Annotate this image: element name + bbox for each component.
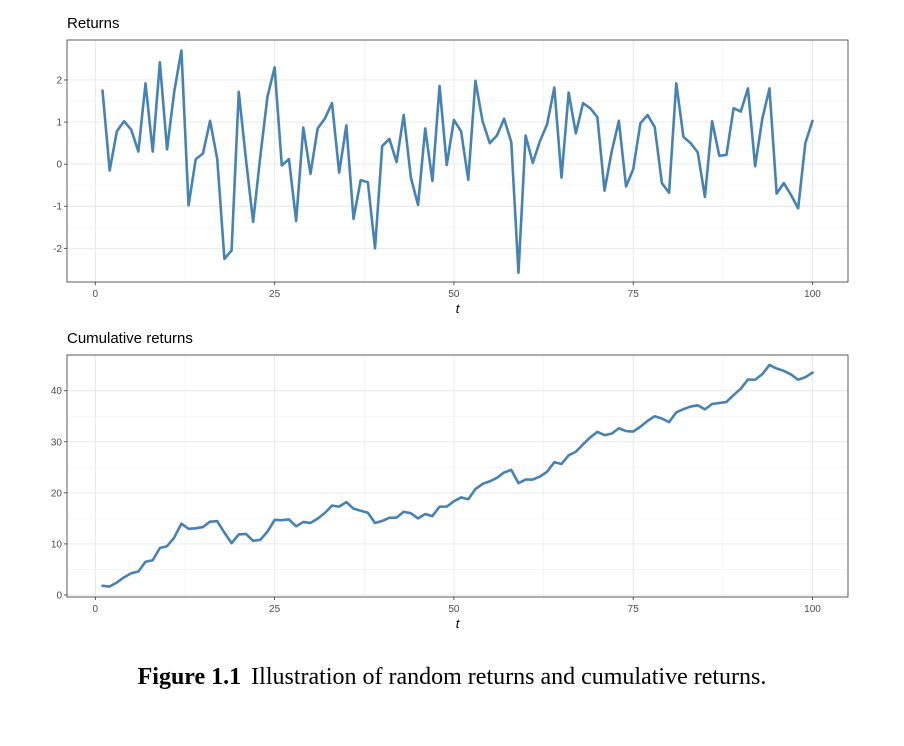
returns-series-line <box>101 49 814 275</box>
returns-x-tick-label: 100 <box>804 289 821 300</box>
returns-y-tick-label: -2 <box>53 244 62 255</box>
returns-y-tick-label: 0 <box>56 160 62 171</box>
cumulative-returns-x-tick-label: 50 <box>448 604 460 615</box>
cumulative-returns-plot-border <box>66 354 849 598</box>
returns-y-tick-label: 1 <box>56 118 62 129</box>
cumulative-returns-series-line <box>101 363 814 588</box>
cumulative-returns-x-tick-label: 0 <box>93 604 99 615</box>
returns-x-tick-label: 25 <box>269 289 281 300</box>
cumulative-returns-ticks: 0 25 50 75 100 0 10 20 30 40 <box>51 386 821 615</box>
returns-y-tick-label: 2 <box>56 75 62 86</box>
cumulative-returns-y-tick-label: 20 <box>51 488 63 499</box>
returns-plot-border <box>66 39 849 283</box>
returns-ticks: 0 25 50 75 100 -2 -1 0 1 2 <box>53 75 821 300</box>
cumulative-returns-y-tick-label: 10 <box>51 539 63 550</box>
cumulative-returns-x-tick-label: 75 <box>628 604 640 615</box>
cumulative-returns-title: Cumulative returns <box>67 330 193 347</box>
figure-caption: Figure 1.1 Illustration of random returns… <box>0 664 904 691</box>
returns-x-tick-label: 0 <box>93 289 99 300</box>
returns-panel: Returns 0 25 50 75 100 -2 -1 0 1 2 t <box>53 15 849 316</box>
cumulative-returns-x-axis-label: t <box>456 616 461 631</box>
cumulative-returns-y-tick-label: 0 <box>56 590 62 601</box>
returns-gridlines <box>67 40 848 282</box>
returns-x-tick-label: 75 <box>628 289 640 300</box>
cumulative-returns-panel: Cumulative returns 0 25 50 75 100 0 10 20 30 40 t <box>51 330 849 631</box>
returns-y-tick-label: -1 <box>53 202 62 213</box>
cumulative-returns-y-tick-label: 30 <box>51 437 63 448</box>
returns-x-axis-label: t <box>456 301 461 316</box>
cumulative-returns-y-tick-label: 40 <box>51 386 63 397</box>
figure-caption-label: Figure 1.1 <box>137 664 242 690</box>
cumulative-returns-gridlines <box>67 355 848 597</box>
returns-title: Returns <box>67 15 120 32</box>
returns-x-tick-label: 50 <box>448 289 460 300</box>
cumulative-returns-x-tick-label: 25 <box>269 604 281 615</box>
cumulative-returns-x-tick-label: 100 <box>804 604 821 615</box>
figure-caption-text: Illustration of random returns and cumul… <box>251 664 767 690</box>
